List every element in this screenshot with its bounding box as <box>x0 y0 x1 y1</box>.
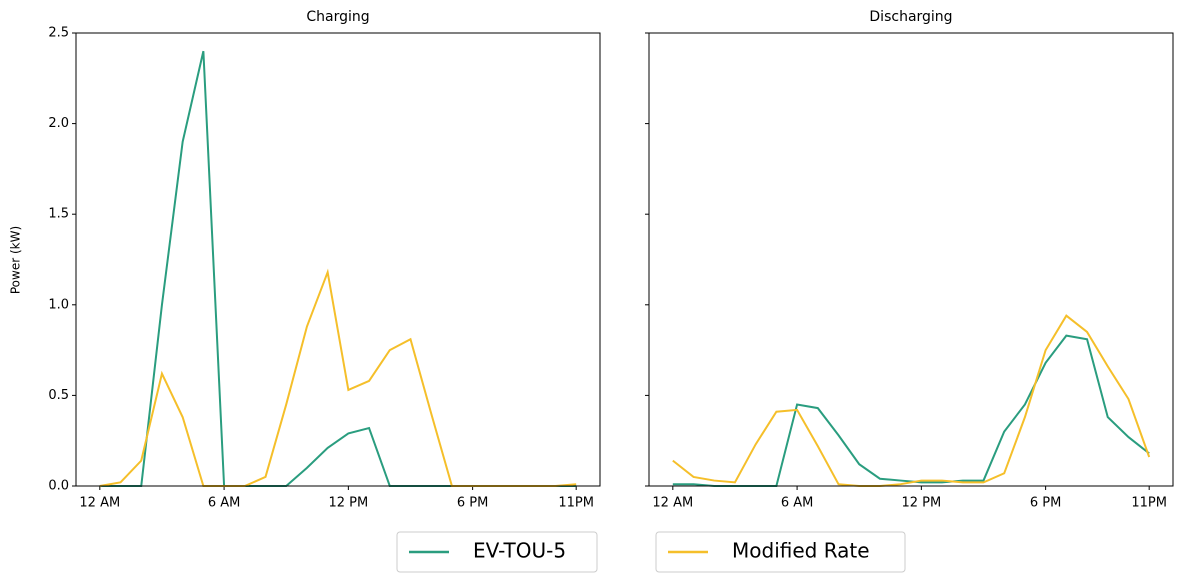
series-line <box>99 50 577 487</box>
x-tick-label: 6 AM <box>208 496 241 511</box>
y-tick-label: 1.5 <box>48 207 69 222</box>
x-tick-label: 11PM <box>558 496 594 511</box>
x-tick-label: 11PM <box>1131 496 1167 511</box>
series-line <box>672 314 1151 487</box>
y-tick-label: 1.0 <box>48 297 69 312</box>
legend-label: EV-TOU-5 <box>473 539 566 563</box>
chart-title: Discharging <box>869 9 952 25</box>
chart-title: Charging <box>306 9 369 25</box>
series-line <box>99 268 577 487</box>
y-tick-label: 0.0 <box>48 479 69 494</box>
legend-box <box>655 531 906 573</box>
legend-label: Modified Rate <box>732 539 870 563</box>
x-tick-label: 12 AM <box>652 496 693 511</box>
legend-box <box>396 531 598 573</box>
plot-frame <box>75 32 601 487</box>
plot-frame <box>648 32 1174 487</box>
y-tick-label: 2.0 <box>48 116 69 131</box>
y-axis-label: Power (kW) <box>9 226 23 294</box>
y-tick-label: 0.5 <box>48 388 69 403</box>
x-tick-label: 6 PM <box>1030 496 1061 511</box>
x-tick-label: 6 PM <box>457 496 488 511</box>
x-tick-label: 6 AM <box>781 496 814 511</box>
x-tick-label: 12 PM <box>328 496 368 511</box>
y-tick-label: 2.5 <box>48 26 69 41</box>
x-tick-label: 12 PM <box>901 496 941 511</box>
x-tick-label: 12 AM <box>79 496 120 511</box>
